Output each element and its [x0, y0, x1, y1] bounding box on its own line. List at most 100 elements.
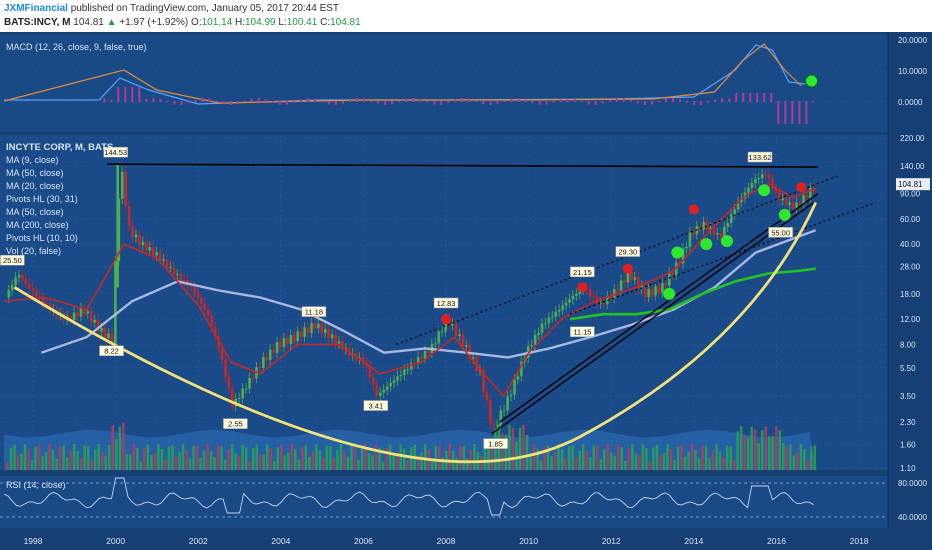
- volume-bar: [6, 462, 9, 470]
- candle-body: [461, 334, 465, 347]
- author-link[interactable]: JXMFinancial: [4, 3, 68, 14]
- volume-bar: [789, 444, 792, 470]
- macd-tick-label: 0.0000: [898, 98, 923, 107]
- macd-histogram-bar: [110, 100, 113, 102]
- indicator-legend-item: MA (9, close): [6, 155, 59, 165]
- volume-bar: [136, 448, 139, 470]
- volume-bar: [139, 461, 143, 470]
- symbol-label: BATS:INCY, M: [4, 17, 71, 28]
- candle-body: [289, 335, 293, 345]
- price-tick-label: 90.00: [900, 190, 921, 199]
- price-pane: 220.00 140.00 90.00 60.00 40.00 28.00 18.00 12.…: [0, 134, 930, 473]
- volume-bar: [796, 452, 799, 470]
- macd-histogram-bar: [700, 101, 703, 105]
- volume-bar: [202, 450, 206, 470]
- macd-histogram-bar: [629, 100, 632, 102]
- volume-bar: [694, 450, 697, 470]
- volume-bar: [550, 456, 553, 470]
- time-axis: 1998 2000 2002 2004 2006 2008 2010 2012 2014 2016…: [0, 32, 932, 550]
- macd-histogram-bar: [159, 99, 162, 102]
- volume-bar: [729, 446, 732, 470]
- candle-body: [454, 323, 458, 336]
- volume-bar: [532, 444, 536, 470]
- volume-bar: [634, 453, 638, 470]
- volume-bar: [771, 436, 775, 470]
- candle-body: [661, 283, 664, 293]
- macd-tick-label: 20.0000: [898, 36, 927, 45]
- volume-bar: [704, 445, 708, 470]
- candle-body: [557, 309, 561, 312]
- candle-body: [375, 385, 379, 396]
- candle-body: [206, 309, 210, 316]
- volume-bar: [297, 459, 301, 470]
- candle-body: [551, 316, 554, 318]
- macd-histogram-bar: [440, 101, 443, 105]
- candle-body: [650, 289, 654, 296]
- macd-histogram-bar: [461, 98, 464, 102]
- candle-body: [513, 379, 516, 395]
- volume-bar: [603, 449, 606, 470]
- volume-bar: [810, 446, 813, 470]
- volume-bar: [434, 446, 438, 470]
- volume-bar: [143, 447, 146, 470]
- candle-body: [654, 286, 657, 296]
- macd-histogram-bar: [299, 99, 302, 102]
- time-axis-label: 2014: [684, 536, 703, 546]
- volume-bar: [768, 436, 771, 470]
- macd-histogram-bar: [671, 98, 674, 102]
- volume-bar: [195, 445, 199, 470]
- volume-bar: [241, 444, 244, 470]
- volume-bar: [48, 444, 51, 470]
- buy-signal-marker: [663, 287, 676, 300]
- volume-bar: [9, 447, 13, 470]
- candle-body: [224, 359, 227, 377]
- candle-body: [568, 299, 571, 303]
- volume-bar: [610, 452, 613, 470]
- volume-bar: [287, 452, 290, 470]
- volume-bar: [757, 443, 760, 470]
- volume-bar: [273, 461, 276, 470]
- pivot-label: 1.85: [488, 440, 503, 449]
- volume-bar: [374, 444, 378, 470]
- volume-bar: [385, 448, 388, 470]
- candle-body: [547, 317, 551, 324]
- macd-histogram-bar: [643, 101, 646, 105]
- macd-tick-label: 10.0000: [898, 67, 927, 76]
- symbol-title: INCYTE CORP, M, BATS: [6, 142, 113, 153]
- volume-bar: [803, 449, 806, 470]
- volume-bar: [115, 438, 118, 470]
- rsi-title: RSI (14, close): [6, 480, 66, 490]
- volume-bar: [192, 445, 195, 470]
- candle-body: [396, 376, 399, 381]
- candle-body: [41, 297, 45, 304]
- volume-bar: [750, 426, 753, 470]
- volume-bar: [518, 427, 522, 470]
- candle-body: [158, 252, 162, 261]
- macd-histogram-bar: [503, 100, 506, 102]
- low-value: 100.41: [286, 17, 318, 28]
- volume-bar: [104, 455, 107, 470]
- macd-histogram-bar: [236, 101, 239, 105]
- pivot-label-box: [301, 306, 327, 317]
- macd-histogram-bar: [517, 98, 520, 102]
- volume-bar: [230, 444, 234, 470]
- candle-body: [716, 233, 719, 235]
- candle-body: [262, 357, 265, 368]
- macd-title: MACD (12, 26, close, 9, false, true): [6, 42, 147, 52]
- macd-histogram-bar: [180, 101, 183, 105]
- pivot-label-box: [103, 146, 128, 158]
- volume-bar: [701, 445, 704, 470]
- stock-chart[interactable]: MACD (12, 26, close, 9, false, true) 20.0…: [0, 32, 932, 550]
- candle-body: [268, 349, 272, 361]
- candle-body: [736, 201, 740, 210]
- volume-bar: [775, 426, 778, 470]
- volume-bar: [652, 447, 655, 470]
- volume-bar: [599, 459, 603, 470]
- volume-bar: [406, 460, 409, 470]
- channel-dotted-line: [569, 202, 876, 315]
- pivot-label-box: [433, 297, 459, 309]
- volume-bar: [466, 458, 469, 470]
- price-tick-label: 220.00: [900, 134, 925, 143]
- volume-bar: [209, 451, 213, 470]
- volume-bar: [262, 454, 265, 470]
